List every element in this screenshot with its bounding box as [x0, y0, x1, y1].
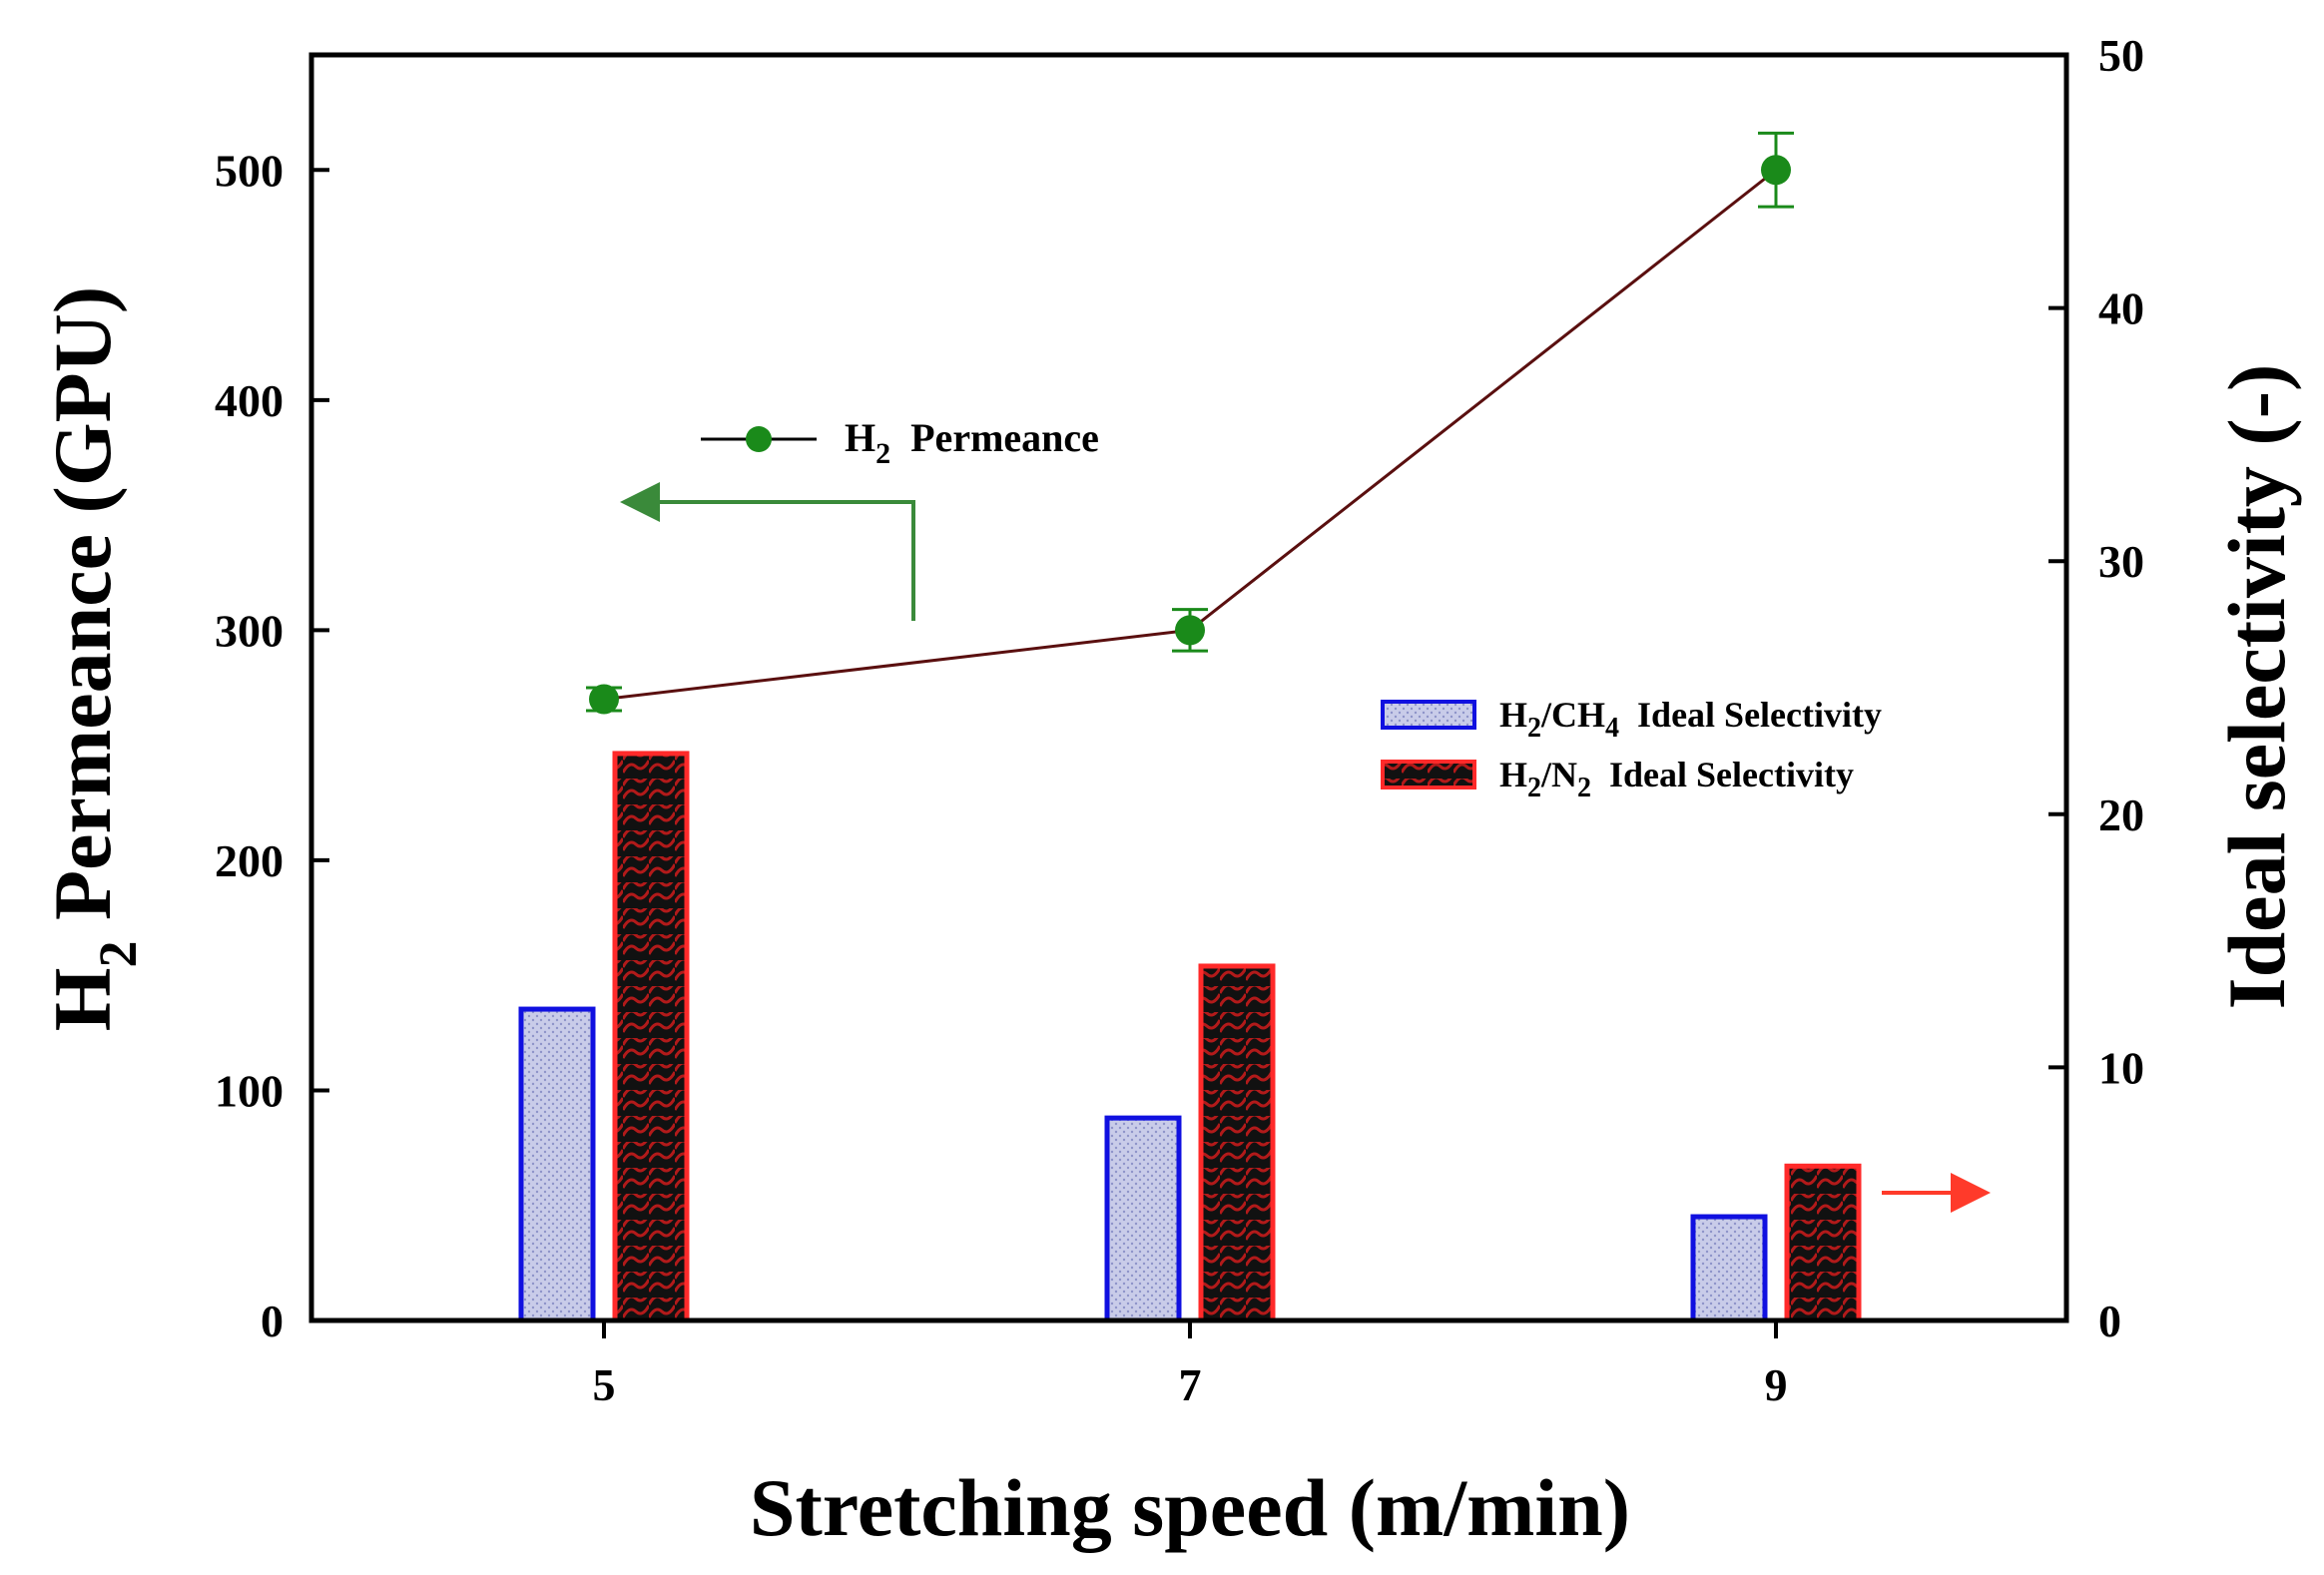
left-tick-label: 300 [215, 605, 284, 656]
left-axis-arrow [620, 482, 915, 621]
left-tick-label: 0 [261, 1296, 284, 1346]
legend-label-part: /CH [1540, 695, 1605, 735]
legend-label-subscript: 2 [1577, 773, 1591, 803]
bar-layer [518, 751, 1862, 1323]
bar-h2-n2 [612, 751, 690, 1323]
x-tick-label: 5 [593, 1359, 616, 1410]
right-tick-label: 10 [2098, 1042, 2144, 1093]
left-tick-label: 500 [215, 145, 284, 196]
legend-label-part: Permeance [890, 415, 1099, 460]
legend-label-part: H [845, 415, 875, 460]
right-tick-label: 30 [2098, 536, 2144, 587]
legend-label-part: Ideal Selectivity [1591, 755, 1854, 794]
bar-h2-n2 [1198, 963, 1276, 1323]
right-tick-label: 20 [2098, 789, 2144, 840]
right-axis-title: Ideal selectivity (-) [2211, 364, 2302, 1010]
left-axis-title-part: Permeance (GPU) [37, 286, 128, 941]
right-tick-label: 50 [2098, 30, 2144, 81]
left-axis-title-part: H [37, 967, 128, 1031]
x-tick-label: 7 [1179, 1359, 1202, 1410]
left-axis-ticks: 0 100 200 300 400 500 [215, 145, 329, 1346]
annotations [620, 482, 1991, 1213]
left-tick-label: 200 [215, 835, 284, 886]
legend-ch4-swatch [1381, 700, 1476, 730]
h2-permeance-point [1761, 155, 1791, 186]
legend-label-subscript: 2 [1527, 713, 1541, 744]
left-axis-title: H2 Permeance (GPU) [37, 286, 148, 1031]
right-tick-label: 40 [2098, 283, 2144, 334]
x-tick-label: 9 [1765, 1359, 1788, 1410]
left-tick-label: 400 [215, 375, 284, 426]
right-tick-label: 0 [2098, 1296, 2121, 1346]
legend-label-subscript: 2 [875, 437, 890, 470]
legend-label: H2 Permeance [845, 415, 1099, 470]
left-axis-title-subscript: 2 [88, 940, 148, 967]
legend-ch4-label: H2/CH4 Ideal Selectivity [1499, 695, 1882, 744]
legend-label-part: H [1499, 695, 1527, 735]
right-axis-ticks: 0 10 20 30 40 50 [2048, 30, 2144, 1346]
legend-label-part: Ideal Selectivity [1619, 695, 1882, 735]
bar-h2-n2 [1784, 1163, 1862, 1323]
x-axis-ticks: 5 7 9 [593, 1320, 1788, 1410]
h2-permeance-point [1175, 615, 1205, 646]
bar-h2-ch4 [518, 1006, 596, 1323]
line-layer [586, 131, 1794, 715]
x-axis-title: Stretching speed (m/min) [750, 1462, 1630, 1553]
legend-h2-permeance: H2 Permeance [701, 415, 1099, 470]
bar-h2-ch4 [1104, 1115, 1182, 1323]
legend-label-part: /N [1540, 755, 1577, 794]
h2-permeance-point [589, 684, 619, 715]
legend-marker [746, 426, 772, 452]
legend-selectivity: H2/CH4 Ideal Selectivity H2/N2 Ideal Sel… [1381, 695, 1882, 803]
legend-label-part: H [1499, 755, 1527, 794]
bar-h2-ch4 [1690, 1214, 1768, 1323]
left-tick-label: 100 [215, 1065, 284, 1116]
legend-label-subscript: 4 [1605, 713, 1619, 744]
legend-n2-swatch [1381, 760, 1476, 789]
legend-n2-label: H2/N2 Ideal Selectivity [1499, 755, 1854, 803]
legend-label-subscript: 2 [1527, 773, 1541, 803]
